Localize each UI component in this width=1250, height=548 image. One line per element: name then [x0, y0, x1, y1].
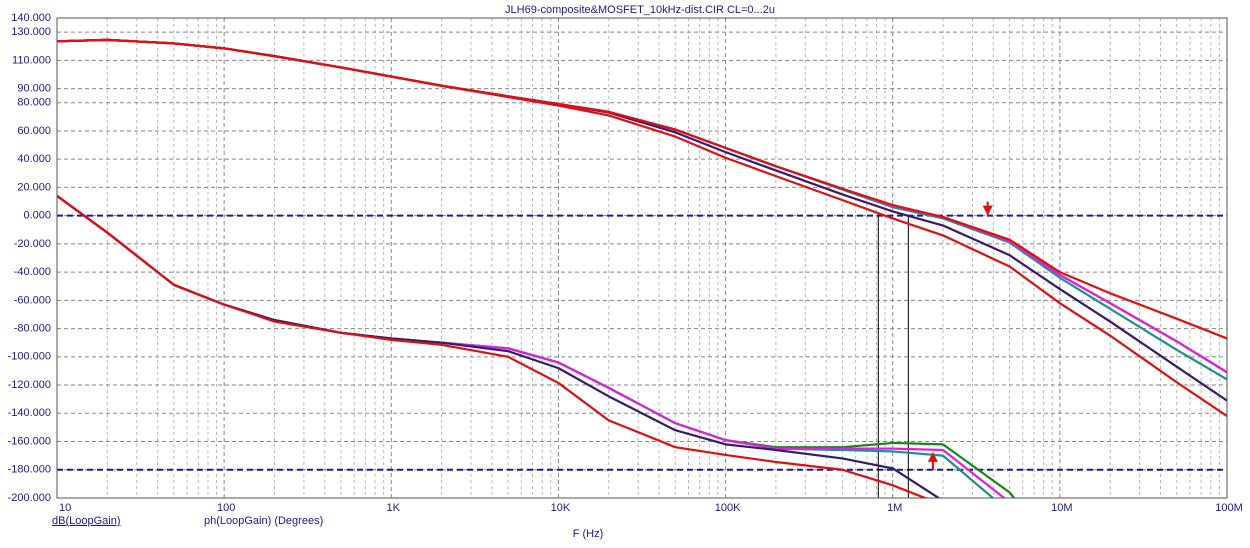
marker: [927, 451, 938, 462]
x-tick-label: 100: [217, 502, 235, 514]
y-tick-label: -60.000: [14, 294, 51, 306]
y-tick-label: -200.000: [8, 492, 51, 504]
y-tick-label: 40.000: [17, 153, 51, 165]
y-tick-label: -160.000: [8, 435, 51, 447]
plot-area: [57, 38, 1227, 498]
y-tick-label: -20.000: [14, 238, 51, 250]
y-tick-label: -40.000: [14, 266, 51, 278]
x-tick-label: 10M: [1051, 502, 1072, 514]
y-tick-label: 60.000: [17, 125, 51, 137]
y-tick-label: -80.000: [14, 322, 51, 334]
chart-title: JLH69-composite&MOSFET_10kHz-dist.CIR CL…: [505, 4, 775, 16]
y-tick-label: -180.000: [8, 464, 51, 476]
curve: [57, 194, 929, 498]
y-tick-label: -120.000: [8, 379, 51, 391]
y-tick-label: -100.000: [8, 351, 51, 363]
x-tick-label: 100K: [715, 502, 741, 514]
y-tick-label: -140.000: [8, 407, 51, 419]
x-tick-label: 1M: [887, 502, 902, 514]
plot-frame: [56, 17, 1228, 499]
y-tick-label: 140.000: [11, 12, 51, 24]
legend-phase: ph(LoopGain) (Degrees): [204, 515, 323, 527]
x-tick-label: 10K: [551, 502, 571, 514]
y-tick-label: 90.000: [17, 82, 51, 94]
curve: [57, 38, 1227, 418]
legend-magnitude: dB(LoopGain): [52, 515, 121, 527]
y-tick-label: 0.000: [23, 210, 51, 222]
x-axis-label: F (Hz): [573, 528, 604, 540]
y-tick-label: 110.000: [12, 54, 51, 66]
y-tick-label: 80.000: [17, 97, 51, 109]
y-tick-label: 20.000: [17, 181, 51, 193]
y-tick-label: 130.000: [11, 26, 51, 38]
x-tick-label: 1K: [387, 502, 401, 514]
x-tick-label: 100M: [1215, 502, 1243, 514]
x-tick-label: 10: [59, 502, 71, 514]
